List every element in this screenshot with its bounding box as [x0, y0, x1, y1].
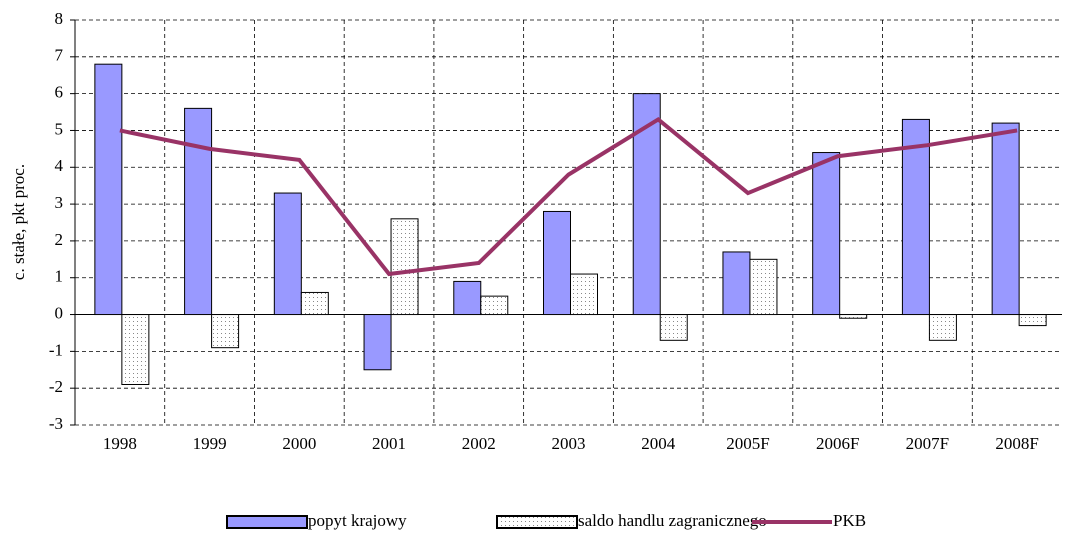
x-tick-label: 1999 — [193, 434, 227, 453]
x-tick-label: 2007F — [906, 434, 949, 453]
bar — [273, 192, 302, 316]
bar — [722, 251, 751, 316]
bar — [121, 314, 150, 385]
bar — [480, 295, 509, 316]
y-tick-label: 7 — [55, 46, 64, 65]
y-tick-label: -2 — [49, 377, 63, 396]
bar — [94, 63, 123, 316]
bar — [659, 314, 688, 341]
x-tick-label: 2005F — [726, 434, 769, 453]
x-tick-label: 2002 — [462, 434, 496, 453]
y-tick-label: 4 — [55, 156, 64, 175]
y-tick-label: 1 — [55, 267, 64, 286]
y-tick-label: 2 — [55, 230, 64, 249]
bar — [300, 291, 329, 316]
bar — [211, 314, 240, 349]
x-tick-label: 2004 — [641, 434, 676, 453]
x-tick-label: 2001 — [372, 434, 406, 453]
bar — [928, 314, 957, 341]
bar — [749, 258, 778, 316]
y-tick-label: -1 — [49, 340, 63, 359]
y-tick-label: 0 — [55, 303, 64, 322]
legend-swatch — [496, 515, 578, 529]
bar — [991, 122, 1020, 316]
x-tick-label: 2006F — [816, 434, 859, 453]
line — [119, 116, 1018, 277]
legend-label: saldo handlu zagranicznego — [578, 511, 767, 530]
bar — [184, 107, 213, 316]
legend-swatch — [226, 515, 308, 529]
bar — [453, 280, 482, 316]
y-tick-label: 5 — [55, 119, 64, 138]
bar — [363, 314, 392, 371]
bar — [839, 314, 868, 319]
y-tick-label: 6 — [55, 83, 64, 102]
bar — [901, 118, 930, 316]
y-tick-label: 8 — [55, 9, 64, 28]
bar — [570, 273, 598, 316]
bar — [812, 152, 841, 316]
x-tick-label: 2000 — [282, 434, 316, 453]
bar — [1018, 314, 1047, 327]
x-tick-label: 2003 — [552, 434, 586, 453]
bar — [543, 210, 571, 316]
y-tick-label: -3 — [49, 414, 63, 433]
legend-label: popyt krajowy — [308, 511, 407, 530]
y-tick-label: 3 — [55, 193, 64, 212]
y-axis-label: c. stałe, pkt proc. — [9, 164, 28, 280]
bar — [390, 218, 419, 316]
x-tick-label: 2008F — [995, 434, 1038, 453]
legend-label: PKB — [833, 511, 866, 530]
x-tick-label: 1998 — [103, 434, 137, 453]
